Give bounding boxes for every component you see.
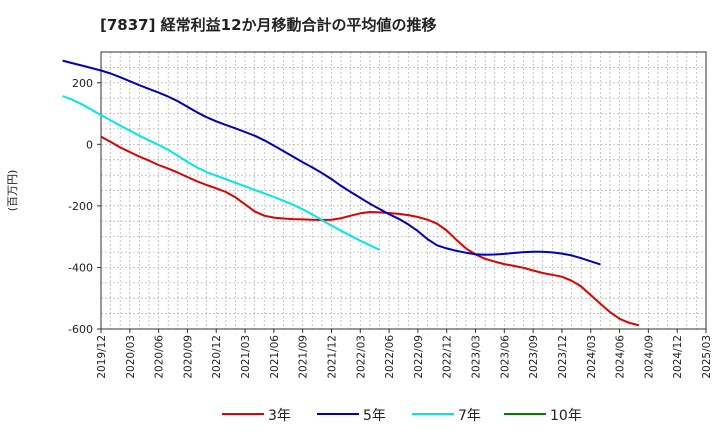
legend-label: 3年 bbox=[268, 408, 291, 424]
x-tick-label: 2023/03 bbox=[471, 335, 483, 379]
x-tick-label: 2024/12 bbox=[672, 335, 684, 379]
x-tick-label: 2022/03 bbox=[355, 335, 367, 379]
x-tick-label: 2019/12 bbox=[96, 335, 108, 379]
series-line bbox=[100, 135, 640, 327]
x-tick-label: 2021/06 bbox=[269, 335, 281, 379]
series-line bbox=[62, 59, 601, 266]
series-line bbox=[62, 95, 380, 251]
x-tick-label: 2023/12 bbox=[557, 335, 569, 379]
legend-swatch bbox=[412, 413, 454, 415]
x-tick-label: 2020/03 bbox=[125, 335, 137, 379]
legend: 3年 5年 7年 10年 bbox=[0, 402, 720, 426]
y-tick-label: -400 bbox=[68, 261, 93, 274]
y-tick-label: -200 bbox=[68, 200, 93, 213]
legend-label: 10年 bbox=[550, 408, 582, 424]
legend-label: 7年 bbox=[458, 408, 481, 424]
x-tick-label: 2022/12 bbox=[442, 335, 454, 379]
legend-swatch bbox=[222, 413, 264, 415]
legend-swatch bbox=[504, 413, 546, 415]
y-tick-label: 200 bbox=[72, 77, 93, 90]
legend-swatch bbox=[317, 413, 359, 415]
plot-frame bbox=[100, 51, 707, 330]
x-tick-label: 2024/03 bbox=[586, 335, 598, 379]
legend-label: 5年 bbox=[363, 408, 386, 424]
x-tick-label: 2021/03 bbox=[240, 335, 252, 379]
x-tick-label: 2025/03 bbox=[701, 335, 713, 379]
y-tick-label: 0 bbox=[86, 138, 93, 151]
x-tick-label: 2021/12 bbox=[326, 335, 338, 379]
x-tick-label: 2022/09 bbox=[413, 335, 425, 379]
x-tick-label: 2020/09 bbox=[182, 335, 194, 379]
x-tick-label: 2022/06 bbox=[384, 335, 396, 379]
x-tick-label: 2021/09 bbox=[298, 335, 310, 379]
x-tick-label: 2023/06 bbox=[499, 335, 511, 379]
x-tick-label: 2023/09 bbox=[528, 335, 540, 379]
x-tick-label: 2024/09 bbox=[643, 335, 655, 379]
chart-title: [7837] 経常利益12か月移動合計の平均値の推移 bbox=[100, 16, 437, 34]
x-tick-label: 2020/06 bbox=[154, 335, 166, 379]
y-axis-label: (百万円) bbox=[6, 170, 19, 212]
x-tick-label: 2024/06 bbox=[615, 335, 627, 379]
x-tick-label: 2020/12 bbox=[211, 335, 223, 379]
y-tick-label: -600 bbox=[68, 323, 93, 336]
